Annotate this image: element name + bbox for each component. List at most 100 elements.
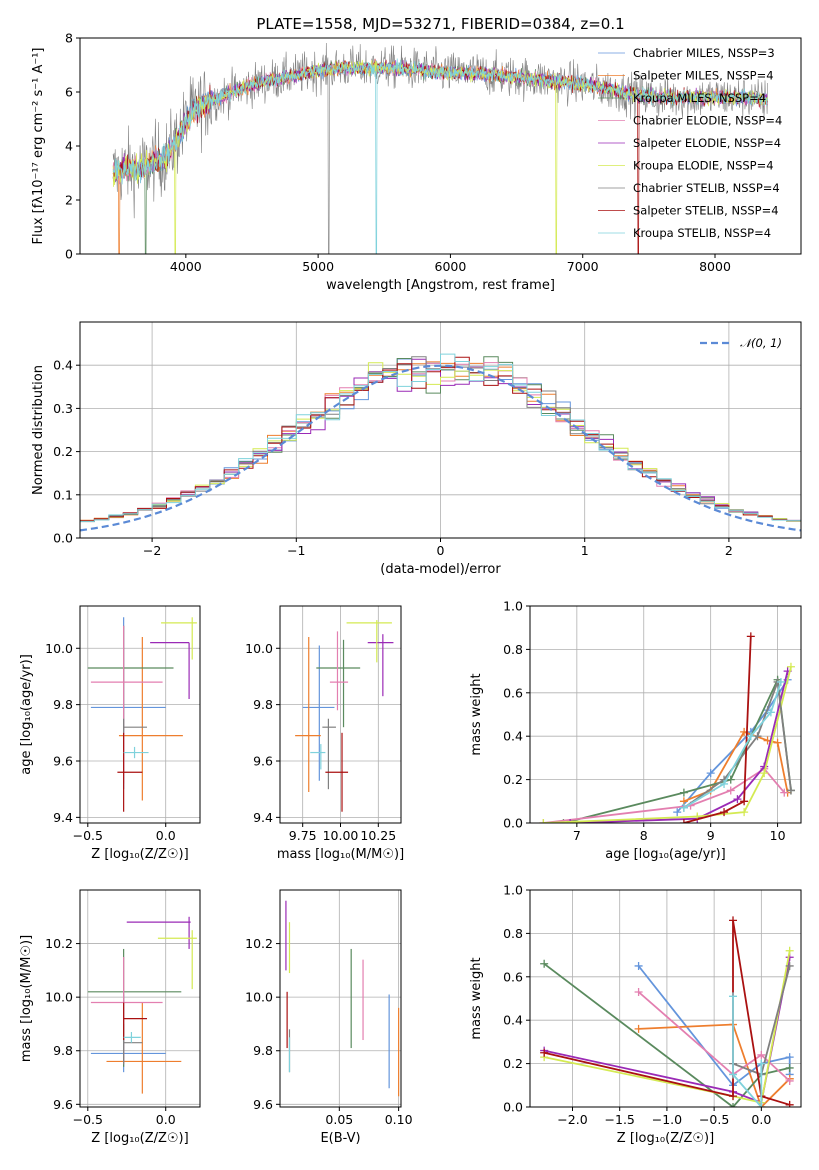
errorbar-point — [117, 732, 143, 812]
panel-mass-vs-EBV: 0.05 0.10 9.6 9.8 10.0 10.2 E(B-V) — [245, 889, 413, 1146]
spectrum-series-8 — [112, 58, 769, 254]
panel-weight-vs-age: 7 8 9 10 0.0 0.2 0.4 0.6 0.8 1.0 age [log₁₀(age/yr… — [469, 599, 802, 862]
errorbar-point — [123, 718, 148, 733]
errorbar-point — [87, 625, 174, 730]
x-tick-label: −2 — [143, 543, 161, 558]
y-tick-label: 0.4 — [53, 358, 73, 373]
x-tick-label: 8000 — [699, 259, 731, 274]
legend-entry: Chabrier ELODIE, NSSP=4 — [633, 114, 782, 128]
weight-marker — [673, 808, 682, 817]
y-tick-label: 1.0 — [503, 599, 523, 614]
x-tick-label: 4000 — [170, 259, 202, 274]
weight-marker — [679, 819, 688, 823]
normal-curve — [80, 364, 801, 532]
y-tick-label: 10.0 — [245, 990, 273, 1005]
y-tick-label: 0.4 — [503, 729, 523, 744]
weight-marker — [746, 732, 755, 741]
weight-marker — [740, 808, 749, 817]
x-axis-label: Z [log₁₀(Z/Z☉)] — [91, 847, 188, 862]
y-tick-label: 4 — [65, 139, 73, 154]
weight-marker — [773, 738, 782, 747]
weight-marker — [786, 662, 795, 671]
errorbar-point — [322, 718, 336, 790]
y-tick-label: 0.3 — [53, 401, 73, 416]
weight-marker — [679, 788, 688, 797]
x-tick-label: 9 — [707, 828, 715, 843]
chart-title: PLATE=1558, MJD=53271, FIBERID=0384, z=0… — [256, 15, 624, 33]
x-tick-label: −1.0 — [652, 1112, 682, 1127]
x-tick-label: 1 — [581, 543, 589, 558]
y-axis-label: Flux [fλ10⁻¹⁷ erg cm⁻² s⁻¹ A⁻¹] — [31, 48, 46, 245]
y-tick-label: 10.2 — [45, 936, 73, 951]
legend: 𝒩(0, 1) — [700, 336, 782, 350]
weight-series-3 — [543, 767, 785, 823]
errorbar-point — [325, 732, 349, 812]
x-tick-label: 10 — [770, 828, 786, 843]
axes-frame — [79, 889, 201, 1108]
errorbar-point — [157, 930, 197, 990]
errorbar-point — [329, 631, 349, 711]
x-tick-label: 10.00 — [323, 828, 359, 843]
errorbar-point — [87, 948, 182, 1067]
legend-entry: Chabrier MILES, NSSP=3 — [633, 46, 775, 60]
legend-entry: 𝒩(0, 1) — [740, 336, 782, 350]
x-tick-label: 0 — [437, 543, 445, 558]
errorbar-point — [123, 1023, 143, 1065]
weight-marker — [729, 1103, 738, 1107]
x-tick-label: 9.75 — [289, 828, 317, 843]
panel-spectrum: Chabrier MILES, NSSP=3 Salpeter MILES, NS… — [31, 15, 802, 293]
weight-marker — [757, 1103, 766, 1107]
weight-marker — [757, 1050, 766, 1059]
errorbar-point — [118, 637, 183, 801]
y-tick-label: 9.6 — [253, 754, 273, 769]
panel-residuals: 𝒩(0, 1) −2 −1 0 1 2 0.0 0.1 0.2 0.3 0.4 (data-model… — [31, 321, 802, 577]
plot-area — [540, 916, 794, 1107]
y-tick-label: 0.4 — [503, 1013, 523, 1028]
errorbar-point — [123, 1002, 148, 1041]
errorbar-point — [126, 916, 191, 949]
errorbar-point — [346, 620, 392, 663]
legend-entry: Kroupa ELODIE, NSSP=4 — [633, 159, 774, 173]
weight-marker — [539, 819, 548, 823]
weight-marker — [706, 769, 715, 778]
y-tick-label: 9.4 — [253, 810, 273, 825]
y-axis-label: mass [log₁₀(M/M☉)] — [19, 935, 34, 1062]
weight-marker — [785, 1076, 794, 1085]
y-tick-label: 9.8 — [53, 697, 73, 712]
y-axis-label: age [log₁₀(age/yr)] — [19, 654, 34, 775]
x-tick-label: 5000 — [302, 259, 334, 274]
x-axis-label: E(B-V) — [320, 1131, 360, 1146]
errorbar-point — [150, 642, 190, 699]
errorbar-point — [316, 639, 361, 728]
weight-marker — [733, 795, 742, 804]
weight-marker — [786, 786, 795, 795]
weight-marker — [729, 1070, 738, 1079]
weight-marker — [720, 808, 729, 817]
weight-marker — [634, 961, 643, 970]
x-axis-label: age [log₁₀(age/yr)] — [605, 847, 726, 862]
x-tick-label: 6000 — [435, 259, 467, 274]
weight-series-3 — [638, 991, 791, 1082]
errorbar-point — [302, 645, 335, 781]
weight-marker — [634, 1024, 643, 1033]
x-tick-label: −0.5 — [73, 1112, 103, 1127]
weight-marker — [540, 959, 549, 968]
weight-marker — [679, 803, 688, 812]
panel-mass-vs-Z: −0.5 0.0 9.6 9.8 10.0 10.2 Z [log₁₀(Z/Z☉)] mass… — [19, 889, 201, 1146]
weight-marker — [785, 961, 794, 970]
y-tick-label: 0.0 — [503, 1100, 523, 1115]
axes-frame — [529, 889, 802, 1108]
weight-marker — [785, 946, 794, 955]
weight-marker — [753, 732, 762, 741]
x-tick-label: −0.5 — [699, 1112, 729, 1127]
plot-area — [539, 632, 795, 823]
weight-series-2 — [563, 676, 792, 823]
weight-marker — [780, 788, 789, 797]
y-tick-label: 0.2 — [53, 444, 73, 459]
y-tick-label: 9.4 — [53, 810, 73, 825]
x-tick-label: 7 — [573, 828, 581, 843]
y-tick-label: 10.0 — [45, 990, 73, 1005]
x-tick-label: 2 — [725, 543, 733, 558]
y-tick-label: 0.0 — [503, 816, 523, 831]
errorbar-point — [90, 994, 166, 1073]
